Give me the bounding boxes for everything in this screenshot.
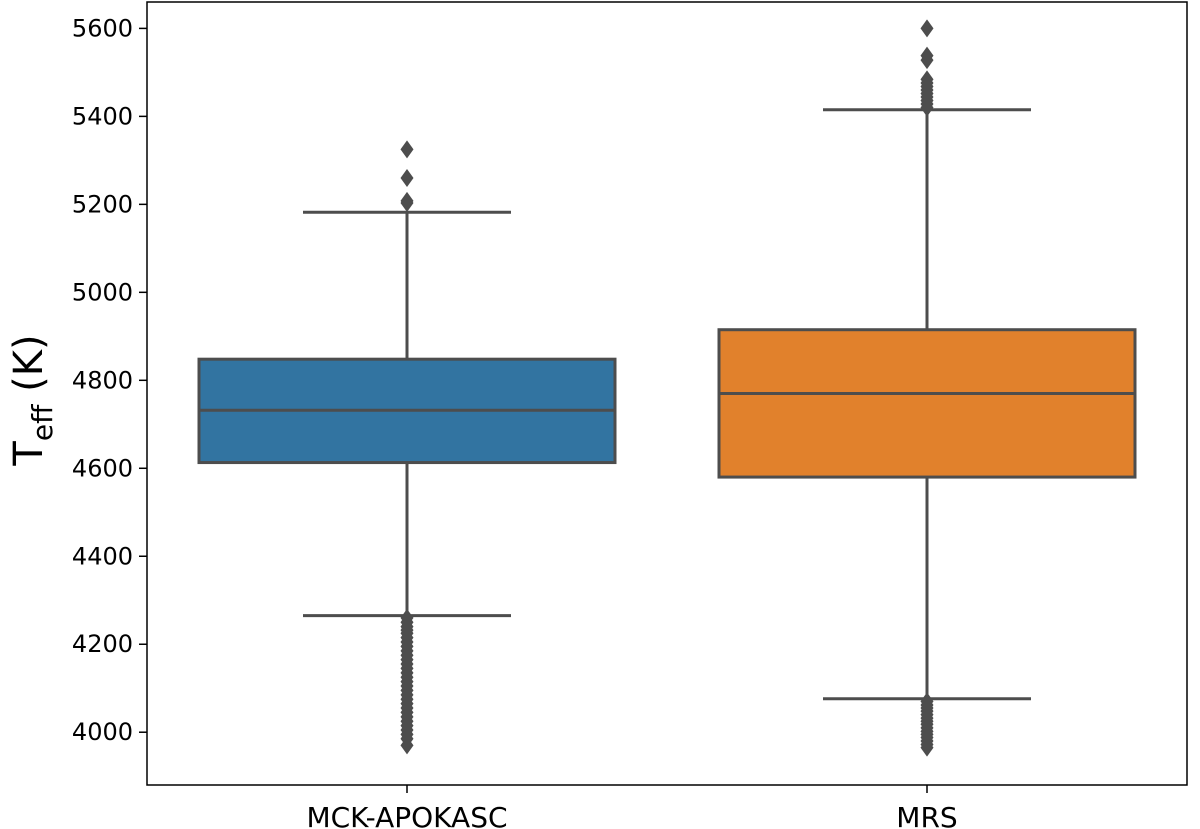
- outlier-marker: [400, 168, 414, 187]
- y-axis-title-main: T: [6, 441, 52, 467]
- y-axis-title-sub: eff: [26, 404, 59, 441]
- outlier-marker: [920, 19, 934, 38]
- y-tick-label: 5600: [72, 14, 133, 42]
- outlier-marker: [400, 140, 414, 159]
- outlier-marker: [920, 46, 934, 65]
- x-axis: MCK-APOKASC MRS: [306, 785, 958, 829]
- y-tick-label: 5400: [72, 102, 133, 130]
- box-mrs: [717, 19, 1137, 757]
- outlier-marker: [400, 736, 414, 755]
- y-tick-label: 4400: [72, 542, 133, 570]
- box-mck-apokasc: [197, 140, 617, 755]
- outlier-marker: [400, 191, 414, 210]
- outlier-marker: [920, 70, 934, 89]
- y-tick-label: 5200: [72, 190, 133, 218]
- y-tick-label: 5000: [72, 278, 133, 306]
- y-axis-title: Teff (K): [6, 334, 59, 466]
- plot-content: [197, 19, 1137, 757]
- outlier-marker: [920, 738, 934, 757]
- y-tick-label: 4600: [72, 454, 133, 482]
- y-axis: 4000 4200 4400 4600 4800 5000 5200 5400 5600: [72, 14, 147, 746]
- y-tick-label: 4000: [72, 718, 133, 746]
- y-tick-label: 4800: [72, 366, 133, 394]
- x-tick-label: MRS: [896, 801, 957, 829]
- y-tick-label: 4200: [72, 630, 133, 658]
- plot-frame: [146, 1, 1188, 786]
- iqr-box: [717, 328, 1137, 479]
- y-axis-title-unit: (K): [6, 334, 52, 404]
- x-tick-label: MCK-APOKASC: [306, 801, 507, 829]
